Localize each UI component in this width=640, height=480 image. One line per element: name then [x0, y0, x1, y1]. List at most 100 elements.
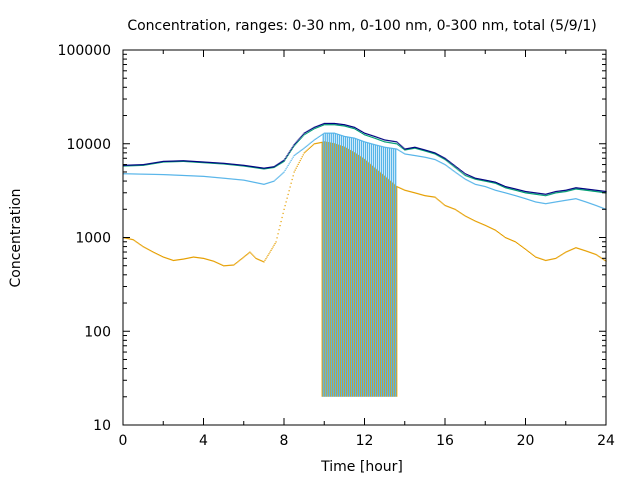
- data-point: [309, 129, 311, 131]
- data-point: [124, 237, 126, 239]
- data-point: [543, 194, 545, 196]
- data-point: [229, 163, 231, 166]
- data-point: [399, 145, 401, 147]
- data-point: [273, 180, 275, 182]
- data-point: [301, 134, 303, 137]
- series-0: [122, 141, 607, 397]
- data-point: [500, 191, 503, 193]
- data-point: [503, 236, 506, 238]
- data-point: [270, 166, 272, 168]
- data-point: [547, 193, 549, 195]
- data-point: [199, 175, 202, 177]
- data-point: [422, 156, 424, 158]
- data-point: [276, 164, 278, 166]
- data-point: [188, 161, 191, 163]
- data-point: [189, 257, 192, 259]
- data-point: [479, 178, 481, 180]
- data-point: [342, 123, 345, 126]
- data-point: [219, 162, 221, 164]
- data-point: [352, 126, 355, 128]
- data-point: [182, 258, 185, 260]
- data-point: [181, 160, 184, 162]
- data-point: [562, 253, 564, 255]
- data-point: [480, 223, 482, 225]
- data-point: [153, 162, 155, 164]
- data-point: [280, 162, 282, 164]
- data-point: [302, 135, 304, 137]
- data-point: [281, 216, 283, 219]
- data-point: [540, 202, 542, 204]
- data-point: [430, 152, 432, 154]
- data-point: [467, 216, 469, 219]
- data-point: [249, 251, 251, 253]
- data-point: [379, 139, 381, 141]
- data-point: [179, 174, 182, 176]
- data-point: [255, 257, 257, 259]
- data-point: [271, 248, 273, 250]
- data-point: [456, 168, 458, 170]
- data-point: [153, 162, 155, 165]
- data-point: [131, 238, 133, 241]
- data-point: [205, 162, 207, 164]
- data-point: [359, 139, 362, 141]
- data-point: [307, 148, 309, 150]
- data-point: [171, 161, 174, 163]
- data-point: [419, 148, 421, 151]
- data-point: [432, 151, 434, 153]
- data-point: [242, 179, 244, 181]
- data-point: [377, 138, 379, 140]
- data-point: [529, 251, 531, 254]
- data-point: [340, 123, 343, 125]
- data-point: [404, 189, 406, 191]
- data-point: [411, 147, 413, 149]
- data-point: [155, 161, 157, 164]
- data-point: [306, 145, 308, 147]
- data-point: [282, 212, 284, 215]
- data-point: [130, 164, 132, 166]
- data-point: [170, 174, 172, 176]
- data-point: [544, 202, 546, 205]
- data-point: [151, 163, 153, 165]
- data-point: [483, 224, 485, 226]
- data-point: [416, 155, 418, 157]
- data-point: [569, 249, 571, 251]
- data-point: [306, 149, 308, 151]
- data-point: [482, 180, 484, 182]
- data-point: [322, 123, 324, 125]
- data-point: [187, 160, 190, 162]
- data-point: [543, 193, 545, 195]
- data-point: [516, 188, 519, 191]
- data-point: [306, 132, 308, 134]
- data-point: [475, 220, 477, 223]
- data-point: [297, 140, 299, 143]
- data-point: [364, 141, 366, 143]
- data-point: [311, 141, 313, 143]
- data-point: [206, 176, 208, 178]
- data-point: [527, 192, 529, 194]
- data-point: [424, 149, 426, 151]
- data-point: [549, 202, 551, 204]
- data-point: [564, 199, 566, 202]
- data-point: [307, 131, 309, 133]
- data-point: [238, 164, 240, 166]
- data-point: [267, 254, 269, 256]
- data-point: [166, 161, 168, 163]
- data-point: [515, 195, 518, 197]
- data-point: [424, 195, 426, 197]
- data-point: [533, 193, 535, 195]
- data-point: [268, 182, 270, 184]
- data-point: [518, 189, 521, 191]
- data-point: [222, 163, 224, 165]
- data-point: [226, 163, 228, 165]
- data-point: [475, 177, 477, 180]
- data-point: [453, 170, 455, 172]
- data-point: [244, 165, 246, 167]
- data-point: [591, 189, 593, 191]
- data-point: [169, 160, 171, 162]
- data-point: [284, 158, 286, 160]
- data-point: [274, 166, 276, 168]
- data-point: [247, 166, 249, 168]
- data-point: [127, 238, 129, 240]
- data-point: [478, 184, 480, 186]
